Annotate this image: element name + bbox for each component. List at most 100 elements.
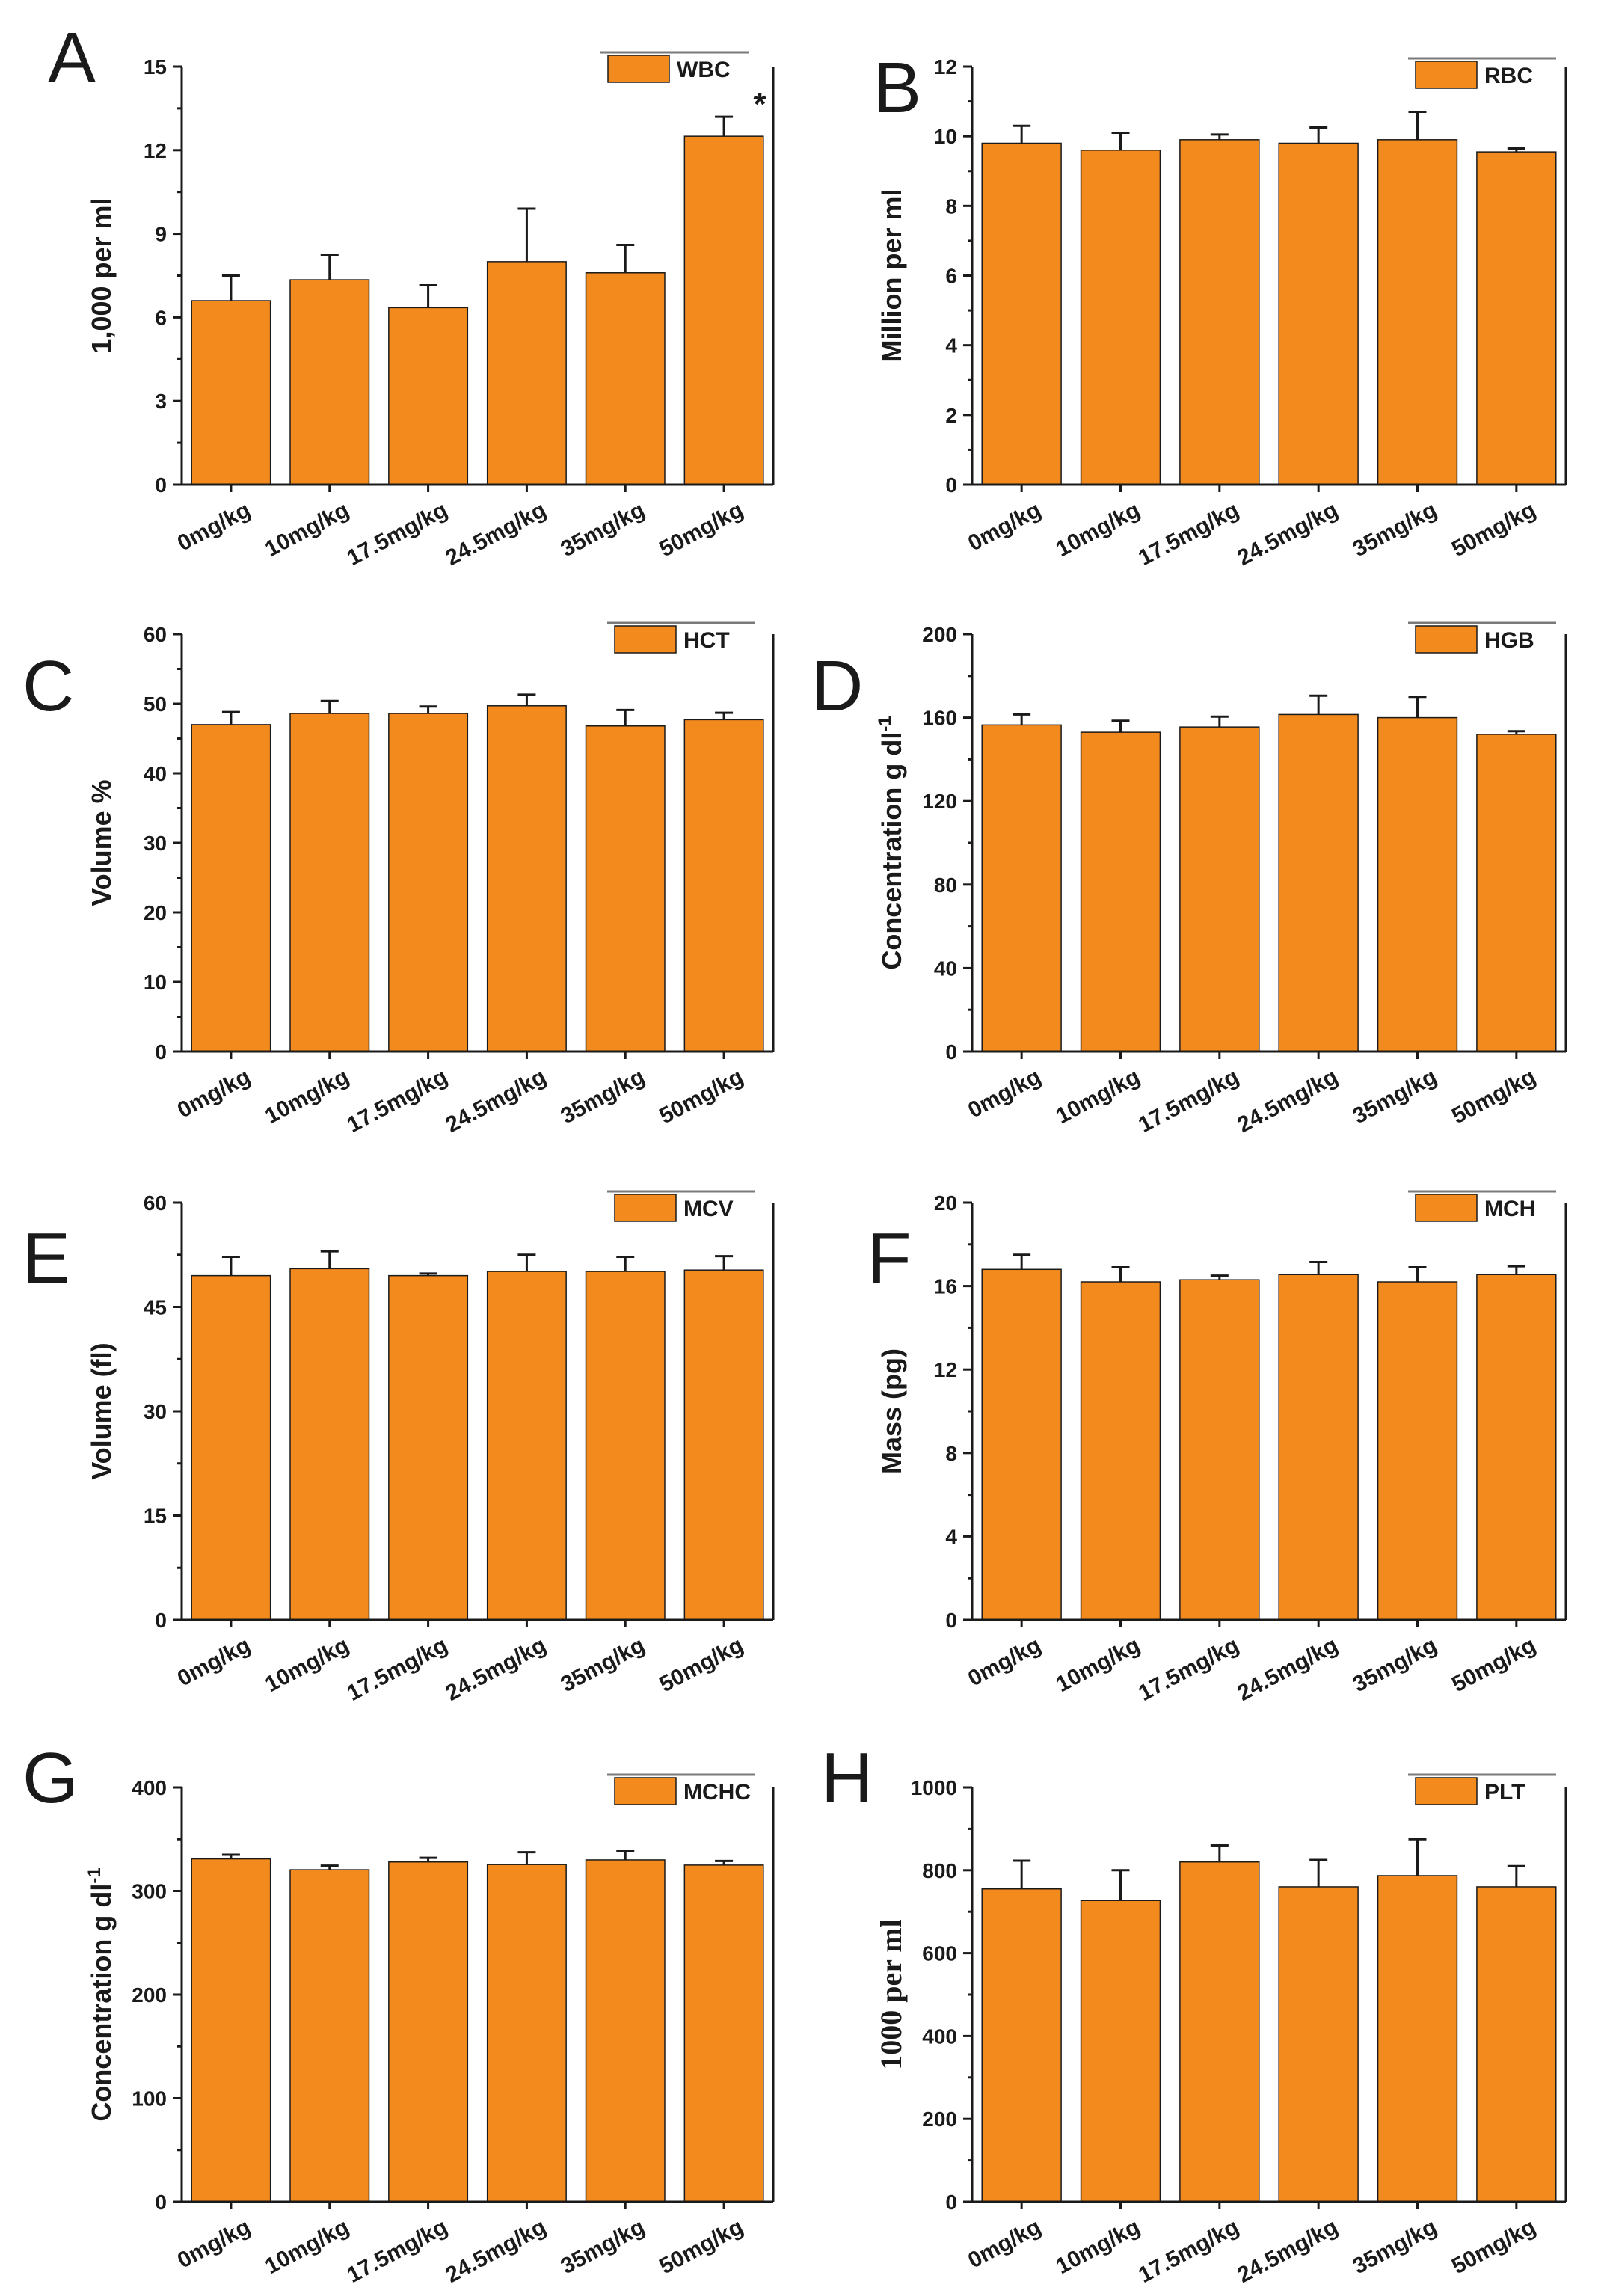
bar (388, 1274, 469, 1621)
y-tick-label: 15 (144, 55, 167, 79)
x-tick-label: 0mg/kg (964, 1064, 1045, 1123)
x-tick-label: 50mg/kg (1448, 1633, 1540, 1697)
y-axis-label: Concentration g dl-1 (875, 716, 907, 969)
panel-letter: B (873, 48, 921, 128)
y-tick-label: 20 (144, 901, 167, 924)
y-tick-label: 400 (132, 1776, 167, 1799)
y-tick-label: 0 (155, 2191, 167, 2214)
legend-swatch (1415, 1194, 1478, 1222)
bar (1179, 726, 1260, 1052)
panel-f: F 0 4 8 12 16 20 0mg/kg 10mg/kg17.5mg/kg24.5mg/k… (867, 1190, 1567, 1706)
x-tick-label: 10mg/kg (1052, 1064, 1144, 1129)
y-tick-label: 200 (132, 1983, 167, 2007)
panel-letter: F (867, 1218, 912, 1298)
x-tick-label: 0mg/kg (964, 1633, 1045, 1691)
y-tick-label: 40 (934, 957, 957, 980)
x-tick-label: 24.5mg/kg (442, 2214, 550, 2288)
y-axis-label: 1,000 per ml (86, 197, 117, 353)
x-tick-label: 0mg/kg (173, 2214, 254, 2273)
bar (981, 142, 1062, 485)
legend-label: PLT (1484, 1780, 1525, 1805)
y-tick-label: 10 (934, 125, 957, 148)
y-tick-label: 6 (945, 265, 957, 288)
y-tick-label: 120 (922, 790, 957, 813)
y-tick-label: 0 (945, 2191, 957, 2214)
x-tick-label: 17.5mg/kg (343, 1633, 452, 1706)
bar (1377, 716, 1458, 1052)
bar (289, 1268, 370, 1621)
bar (1179, 139, 1260, 485)
legend-swatch (614, 625, 677, 654)
y-tick-label: 200 (922, 623, 957, 646)
x-tick-label: 35mg/kg (557, 497, 649, 562)
bar (486, 261, 567, 485)
bar (289, 713, 370, 1052)
y-tick-label: 9 (155, 223, 167, 246)
y-tick-label: 0 (945, 1609, 957, 1632)
legend-label: HCT (683, 628, 730, 653)
bar (388, 1861, 469, 2203)
bar (1476, 1886, 1557, 2203)
y-tick-label: 45 (144, 1296, 167, 1319)
y-tick-label: 12 (144, 139, 167, 162)
legend-swatch (1415, 1777, 1478, 1805)
bar (585, 1271, 666, 1621)
legend-label: WBC (677, 58, 731, 82)
y-tick-label: 4 (945, 334, 957, 357)
x-tick-label: 17.5mg/kg (1134, 497, 1243, 571)
x-tick-label: 0mg/kg (964, 2214, 1045, 2273)
panel-letter: A (48, 18, 96, 98)
x-tick-label: 0mg/kg (173, 497, 254, 556)
x-tick-label: 0mg/kg (964, 497, 1045, 556)
bar (486, 1864, 567, 2203)
x-tick-label: 17.5mg/kg (1134, 2214, 1243, 2288)
bar (191, 300, 271, 485)
legend-label: MCHC (683, 1780, 751, 1805)
y-tick-label: 0 (945, 1040, 957, 1063)
bar (1377, 1875, 1458, 2203)
x-tick-label: 10mg/kg (261, 1064, 353, 1129)
x-tick-label: 35mg/kg (557, 2214, 649, 2279)
y-axis-label: Volume % (86, 779, 117, 906)
legend-label: RBC (1484, 64, 1533, 88)
x-tick-label: 0mg/kg (173, 1064, 254, 1123)
panel-letter: C (22, 646, 74, 726)
bar (486, 705, 567, 1052)
x-tick-label: 24.5mg/kg (1233, 2214, 1342, 2288)
bar (981, 1888, 1062, 2203)
panel-letter: D (811, 646, 863, 726)
y-tick-label: 20 (934, 1191, 957, 1215)
bar (191, 1274, 271, 1621)
bar (1278, 1886, 1359, 2203)
x-tick-label: 24.5mg/kg (1233, 497, 1342, 571)
legend-label: HGB (1484, 628, 1534, 653)
legend-label: MCV (683, 1197, 734, 1221)
y-axis-label: Concentration g dl-1 (85, 1867, 117, 2121)
y-tick-label: 0 (155, 1609, 167, 1632)
y-tick-label: 3 (155, 390, 167, 413)
significance-marker: * (754, 86, 767, 123)
y-tick-label: 8 (945, 1442, 957, 1465)
bar (683, 135, 764, 485)
legend-label: MCH (1484, 1197, 1535, 1221)
bar (1476, 734, 1557, 1052)
x-tick-label: 24.5mg/kg (442, 1633, 550, 1706)
y-tick-label: 30 (144, 832, 167, 855)
bar (1179, 1861, 1260, 2203)
x-tick-label: 50mg/kg (1448, 1064, 1540, 1129)
bar (1080, 731, 1161, 1052)
x-tick-label: 17.5mg/kg (343, 497, 452, 571)
y-axis-label-superscript: -1 (875, 716, 895, 731)
y-tick-label: 300 (132, 1880, 167, 1903)
y-tick-label: 40 (144, 762, 167, 785)
bar (1080, 1281, 1161, 1621)
y-tick-label: 30 (144, 1400, 167, 1423)
x-tick-label: 35mg/kg (557, 1633, 649, 1697)
x-tick-label: 24.5mg/kg (442, 497, 550, 571)
y-tick-label: 160 (922, 707, 957, 730)
y-tick-label: 1000 (911, 1776, 957, 1799)
bar (1080, 1900, 1161, 2203)
y-tick-label: 400 (922, 2025, 957, 2048)
y-tick-label: 12 (934, 55, 957, 79)
bar (981, 1268, 1062, 1621)
